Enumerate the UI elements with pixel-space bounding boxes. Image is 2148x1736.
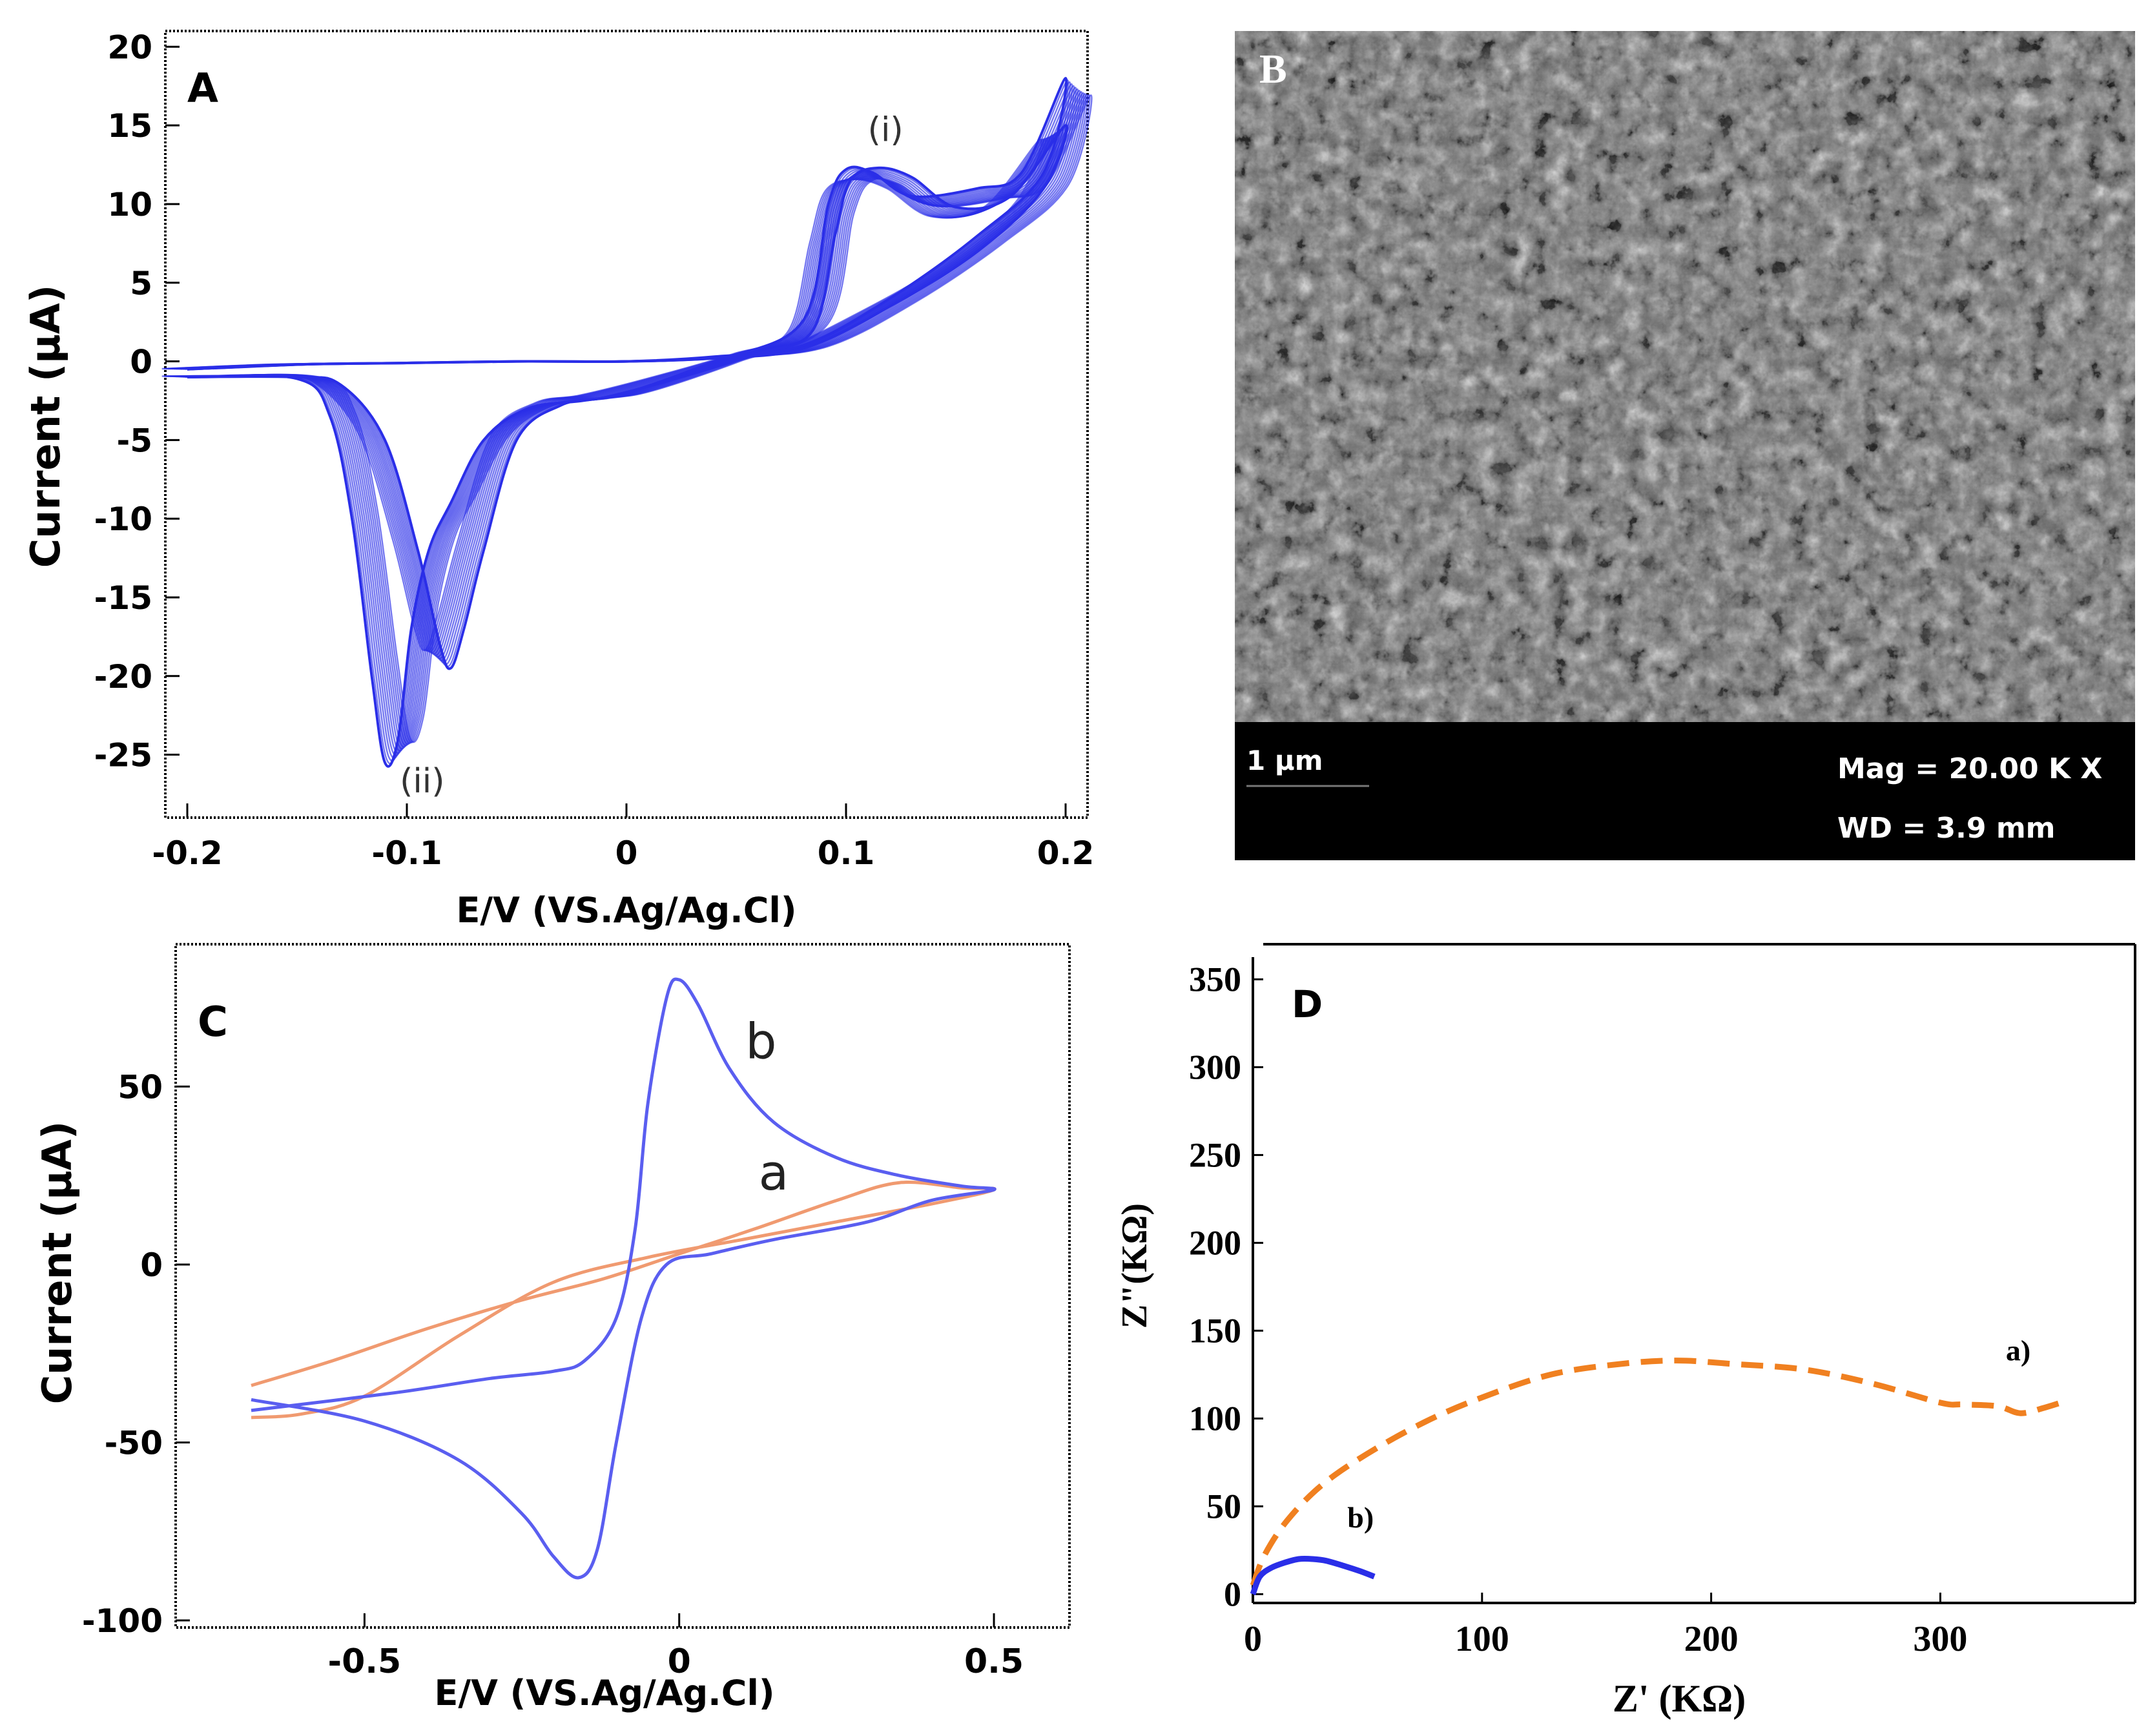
panel-a-scan-curve	[193, 83, 1073, 759]
panel-a-ytick-label: -10	[94, 501, 152, 538]
panel-d-ytick-label: 250	[1189, 1135, 1241, 1174]
panel-a-frame	[164, 30, 1089, 819]
panel-a-annotation: (ii)	[400, 762, 444, 801]
panel-b-sem-image: B 1 µm Mag = 20.00 K X WD = 3.9 mm	[1235, 31, 2135, 860]
panel-a-xlabel: E/V (VS.Ag/Ag.Cl)	[456, 890, 796, 931]
panel-c: -0.5 0 0.5 50 0 -50 -100 b a C E/V (VS.Ag/Ag.Cl)…	[34, 943, 1071, 1713]
panel-a-ytick-label: 10	[107, 186, 152, 223]
panel-c-series-b	[251, 977, 997, 1580]
panel-a-scan-curve	[191, 81, 1071, 762]
panel-a-ytick-label: -15	[94, 579, 152, 617]
panel-d-series-b	[1250, 1555, 1376, 1596]
panel-a-ytick-label: 15	[107, 107, 152, 145]
panel-a-scan-curve	[187, 124, 1068, 670]
panel-a-scan-curve	[195, 85, 1075, 756]
panel-a-xtick-label: 0.2	[1037, 834, 1095, 872]
panel-b-label: B	[1259, 46, 1287, 92]
panel-d-xtick-label: 100	[1455, 1619, 1509, 1659]
panel-d-xtick-label: 0	[1244, 1619, 1262, 1659]
panel-a-scan-curve	[187, 77, 1068, 767]
panel-a-series-first-scan	[187, 77, 1068, 768]
panel-d-series-a	[1250, 1358, 2067, 1587]
panel-c-ylabel: Current (µA)	[34, 1121, 81, 1404]
panel-c-ytick-label: -100	[82, 1602, 163, 1640]
panel-d-plot: 0 100 200 300 0 50 100 150 200 250 300 350 a) b)	[1189, 957, 2135, 1659]
panel-a-xtick-label: 0.1	[818, 834, 875, 872]
panel-d-ytick-label: 0	[1224, 1575, 1241, 1613]
panel-a-label: A	[187, 65, 218, 112]
panel-d-ytick-label: 350	[1189, 960, 1241, 998]
panel-d-annotation: b)	[1347, 1501, 1374, 1534]
panel-d-xtick-label: 200	[1684, 1619, 1739, 1659]
sem-magnification: Mag = 20.00 K X	[1837, 752, 2102, 785]
sem-working-distance: WD = 3.9 mm	[1837, 812, 2056, 845]
panel-d-ytick-label: 200	[1189, 1223, 1241, 1262]
panel-d-ytick-label: 300	[1189, 1048, 1241, 1086]
panel-c-plot: -0.5 0 0.5 50 0 -50 -100 b a	[82, 977, 1024, 1681]
panel-a-ylabel: Current (µA)	[22, 285, 69, 568]
panel-c-xlabel: E/V (VS.Ag/Ag.Cl)	[434, 1673, 774, 1713]
panel-a-scan-curve	[189, 79, 1069, 765]
panel-c-label: C	[198, 998, 228, 1046]
panel-d: 0 100 200 300 0 50 100 150 200 250 300 350 a) b) D Z'…	[1115, 943, 2136, 1720]
panel-d-label: D	[1292, 982, 1323, 1026]
panel-a-xtick-label: -0.2	[152, 834, 222, 872]
panel-a-annotation: (i)	[868, 111, 904, 150]
panel-a-plot: -0.2 -0.1 0 0.1 0.2 20 15 10 5 0 -5 -10 -15 -20 -25 (i)…	[94, 28, 1095, 872]
panel-a-ytick-label: 5	[130, 265, 152, 302]
panel-c-xtick-label: -0.5	[328, 1642, 402, 1681]
panel-a-xtick-label: -0.1	[371, 834, 442, 872]
sem-info-bar	[1235, 722, 2135, 860]
panel-a-ytick-label: 20	[107, 28, 152, 66]
panel-d-ytick-label: 150	[1189, 1311, 1241, 1350]
panel-c-ytick-label: -50	[105, 1424, 163, 1462]
panel-a-xtick-label: 0	[615, 834, 638, 872]
panel-c-frame	[174, 943, 1071, 1629]
panel-c-annotation: b	[745, 1012, 776, 1070]
panel-a: -0.2 -0.1 0 0.1 0.2 20 15 10 5 0 -5 -10 -15 -20 -25 (i)…	[22, 28, 1094, 931]
sem-scale-label: 1 µm	[1246, 745, 1323, 776]
panel-d-xlabel: Z' (KΩ)	[1613, 1677, 1746, 1720]
panel-a-ytick-label: -20	[94, 658, 152, 696]
panel-c-ytick-label: 50	[118, 1068, 163, 1106]
panel-d-ylabel: Z"(KΩ)	[1115, 1203, 1155, 1328]
panel-a-ytick-label: -5	[116, 422, 152, 459]
panel-a-ytick-label: -25	[94, 737, 152, 774]
panel-c-xtick-label: 0	[668, 1642, 691, 1681]
panel-d-annotation: a)	[2006, 1334, 2030, 1367]
panel-c-xtick-label: 0.5	[964, 1642, 1024, 1681]
panel-c-ytick-label: 0	[140, 1246, 163, 1284]
panel-d-ytick-label: 100	[1189, 1399, 1241, 1438]
panel-d-xtick-label: 300	[1913, 1619, 1967, 1659]
panel-a-ytick-label: 0	[130, 344, 152, 381]
panel-d-ytick-label: 50	[1206, 1487, 1241, 1525]
panel-a-series-last-scan	[187, 124, 1068, 670]
panel-c-annotation: a	[759, 1144, 789, 1201]
panel-a-scan-curve	[197, 87, 1077, 754]
sem-fine-texture	[1235, 31, 2135, 722]
